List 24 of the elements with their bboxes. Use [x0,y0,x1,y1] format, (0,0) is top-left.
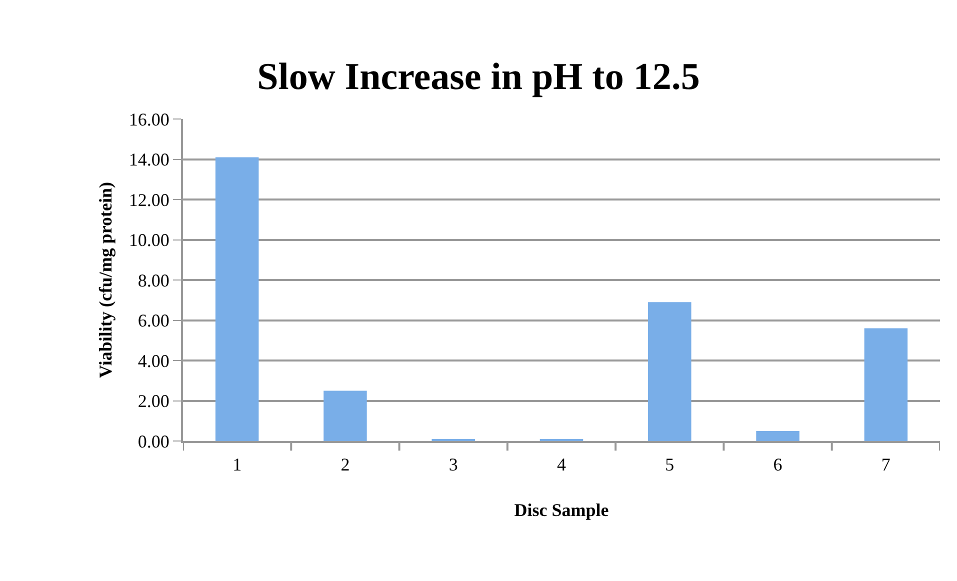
bar [324,390,367,441]
bar [756,430,800,441]
y-tick-label: 16.00 [128,109,170,130]
y-axis-title: Viability (cfu/mg protein) [96,182,116,378]
bar [215,157,259,441]
x-tick-label: 7 [881,454,890,475]
y-tick-label: 6.00 [138,310,170,331]
x-axis-title: Disc Sample [514,500,609,520]
y-tick-label: 8.00 [138,270,170,290]
y-tick-label: 12.00 [128,190,170,210]
y-tick-label: 10.00 [128,230,170,250]
chart-title: Slow Increase in pH to 12.5 [257,56,700,98]
x-tick-label: 2 [340,454,350,475]
bar [864,328,908,441]
y-tick-label: 4.00 [138,350,170,371]
x-tick-label: 3 [448,454,458,475]
x-tick-label: 6 [773,454,782,475]
y-tick-label: 2.00 [138,391,170,412]
y-tick-label: 14.00 [128,150,170,170]
y-tick-label: 0.00 [138,431,170,452]
x-tick-label: 1 [232,454,242,475]
x-tick-label: 4 [557,454,566,475]
x-tick-label: 5 [665,454,674,475]
bar [648,302,692,441]
